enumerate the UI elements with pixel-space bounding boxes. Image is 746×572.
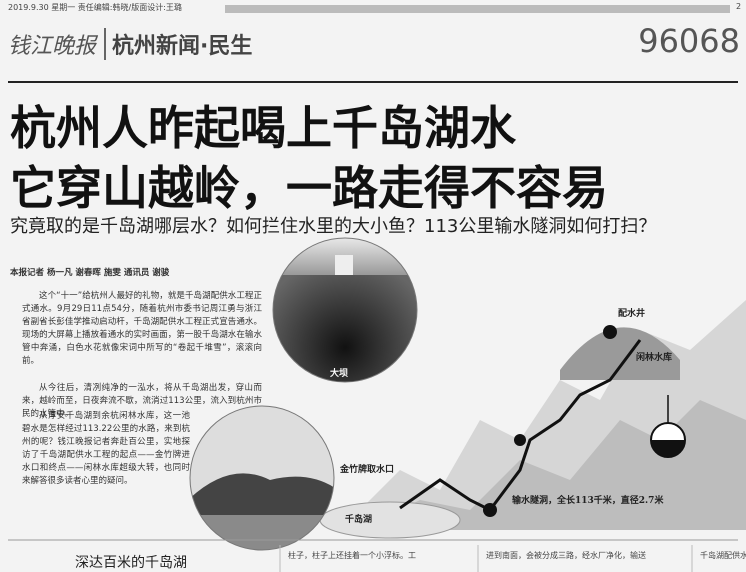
diagram-label: 输水隧洞，全长113千米，直径2.7米 [512, 496, 664, 506]
column-snippet: 千岛湖配供水 [700, 551, 746, 560]
byline: 本报记者 杨一凡 谢春晖 施雯 通讯员 谢骏 [10, 268, 170, 278]
paragraph: 从今往后，清冽纯净的一泓水，将从千岛湖出发，穿山而来，越岭而至，日夜奔流不歇，流… [22, 383, 262, 419]
paragraph: 从淳安千岛湖到余杭闲林水库，这一池碧水是怎样经过113.22公里的水路，来到杭州… [22, 411, 190, 486]
subheadline: 究竟取的是千岛湖哪层水？如何拦住水里的大小鱼？113公里输水隧洞如何打扫？ [10, 216, 657, 237]
headline: 它穿山越岭，一路走得不容易 [10, 161, 608, 215]
page-number: 2 [736, 2, 742, 11]
diagram-label: 千岛湖 [345, 515, 373, 525]
column-snippet: 柱子，柱子上还挂着一个小浮标。工 [288, 551, 416, 560]
footer-title: 深达百米的千岛湖 [75, 555, 187, 571]
paper-name: 钱江晚报 [8, 34, 97, 59]
paragraph: 这个“十一”给杭州人最好的礼物，就是千岛湖配供水工程正式通水。9月29日11点5… [22, 291, 262, 366]
dateline: 2019.9.30 星期一 责任编辑:韩晓/版面设计:王璐 [8, 3, 182, 12]
hotline: 96068 [638, 22, 740, 60]
diagram-label: 大坝 [330, 369, 349, 379]
section-name: 杭州新闻·民生 [104, 28, 252, 60]
headline: 杭州人昨起喝上千岛湖水 [10, 101, 516, 155]
diagram-label: 配水井 [618, 309, 646, 319]
diagram-label: 闲林水库 [636, 353, 673, 363]
column-snippet: 进到南面，会被分成三路，经水厂净化，输送 [486, 551, 646, 560]
diagram-label: 金竹牌取水口 [340, 465, 395, 475]
